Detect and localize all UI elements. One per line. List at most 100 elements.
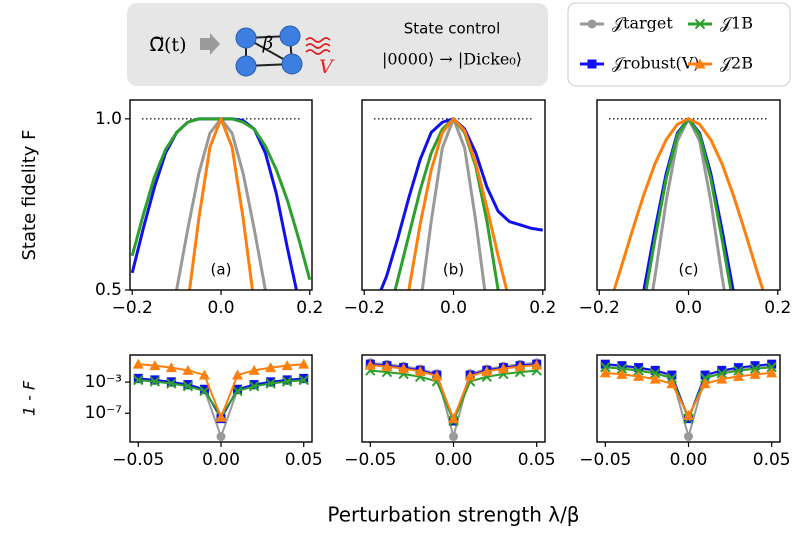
marker <box>716 368 727 379</box>
marker <box>132 358 144 369</box>
marker <box>531 359 543 370</box>
marker <box>299 373 309 383</box>
x-tick-label: 0.2 <box>529 298 556 318</box>
marker <box>634 363 644 373</box>
header: Ω⃗(t) β V State control |0000⟩ → |Dicke₀… <box>127 3 548 86</box>
x-tick-label: 0.05 <box>753 450 791 470</box>
marker <box>149 360 161 371</box>
marker <box>497 363 509 374</box>
y-tick-label: 1.0 <box>95 109 122 129</box>
header-transfer: |0000⟩ → |Dicke₀⟩ <box>382 50 522 69</box>
marker <box>431 370 443 381</box>
marker <box>587 19 597 29</box>
x-tick-label: −0.05 <box>112 450 164 470</box>
marker <box>150 375 160 385</box>
marker <box>281 360 293 371</box>
legend-label: 𝒥target <box>612 14 673 33</box>
marker <box>248 381 260 392</box>
marker <box>699 378 711 389</box>
marker <box>182 381 194 392</box>
marker <box>133 374 144 386</box>
panel-label: (b) <box>443 261 464 279</box>
marker <box>266 377 276 387</box>
panel: −0.2 0.0 0.2 (b) <box>344 99 556 318</box>
marker <box>733 365 744 376</box>
marker <box>766 362 777 373</box>
marker <box>700 370 710 380</box>
marker <box>694 18 706 30</box>
marker <box>398 363 410 374</box>
x-tick-label: 0.2 <box>764 298 791 318</box>
series-group <box>364 358 543 442</box>
marker <box>649 373 661 384</box>
panel: −0.2 0.0 0.2 0.5 1.0 (a) State fidelity F <box>19 99 323 318</box>
marker <box>600 359 610 369</box>
marker <box>216 432 226 442</box>
legend-label: 𝒥2B <box>720 54 753 73</box>
marker <box>666 378 678 389</box>
marker <box>599 367 611 378</box>
panel-label: (a) <box>211 261 232 279</box>
atom <box>235 27 257 49</box>
marker <box>749 368 761 379</box>
atom <box>279 25 301 47</box>
x-tick-label: −0.2 <box>344 298 385 318</box>
panel: −0.05 0.00 0.05 Perturbation strength λ/β <box>327 354 580 527</box>
marker <box>750 361 760 371</box>
marker <box>616 368 628 379</box>
marker <box>650 365 660 375</box>
marker <box>165 362 177 373</box>
marker <box>717 365 727 375</box>
marker <box>716 373 728 384</box>
marker <box>683 410 694 421</box>
marker <box>215 411 227 422</box>
marker <box>766 367 778 378</box>
x-tick-label: −0.2 <box>112 298 153 318</box>
plot-area <box>597 100 780 290</box>
marker <box>767 359 777 369</box>
header-box <box>127 3 548 86</box>
series-group <box>130 117 312 290</box>
marker <box>298 358 310 369</box>
marker <box>364 359 376 370</box>
series-line <box>612 117 765 290</box>
x-tick-label: 0.00 <box>670 450 708 470</box>
series-group <box>379 117 543 290</box>
atom <box>235 55 257 77</box>
marker <box>232 369 244 380</box>
marker <box>248 364 260 375</box>
marker <box>449 432 458 442</box>
marker <box>198 369 210 380</box>
marker <box>733 363 743 373</box>
marker <box>667 370 677 380</box>
drive-arrow <box>200 33 220 55</box>
panel: −0.05 0.00 0.05 10⁻³ 10⁻⁷ 1 - F <box>20 354 323 470</box>
marker <box>666 372 678 384</box>
x-tick-label: 0.05 <box>518 450 556 470</box>
x-tick-label: 0.05 <box>285 450 323 470</box>
panel-label: (c) <box>679 261 699 279</box>
x-tick-label: −0.05 <box>344 450 396 470</box>
marker <box>133 373 143 383</box>
marker <box>282 375 292 385</box>
y-axis-label: 1 - F <box>20 380 39 416</box>
x-tick-label: −0.2 <box>579 298 620 318</box>
x-tick-label: 0.2 <box>296 298 323 318</box>
marker <box>298 374 309 386</box>
y-axis-label: State fidelity F <box>19 130 40 261</box>
marker <box>448 413 459 424</box>
marker <box>650 368 661 379</box>
x-tick-label: 0.0 <box>207 298 234 318</box>
x-tick-label: 0.0 <box>675 298 702 318</box>
marker <box>381 361 393 372</box>
marker <box>166 377 176 387</box>
marker <box>233 384 243 394</box>
marker <box>633 365 644 376</box>
molecule: β <box>235 25 303 77</box>
marker <box>699 372 711 384</box>
y-tick-label: 0.5 <box>95 280 122 300</box>
x-tick-label: 0.00 <box>435 450 473 470</box>
series-line <box>407 117 509 290</box>
marker <box>600 362 611 373</box>
